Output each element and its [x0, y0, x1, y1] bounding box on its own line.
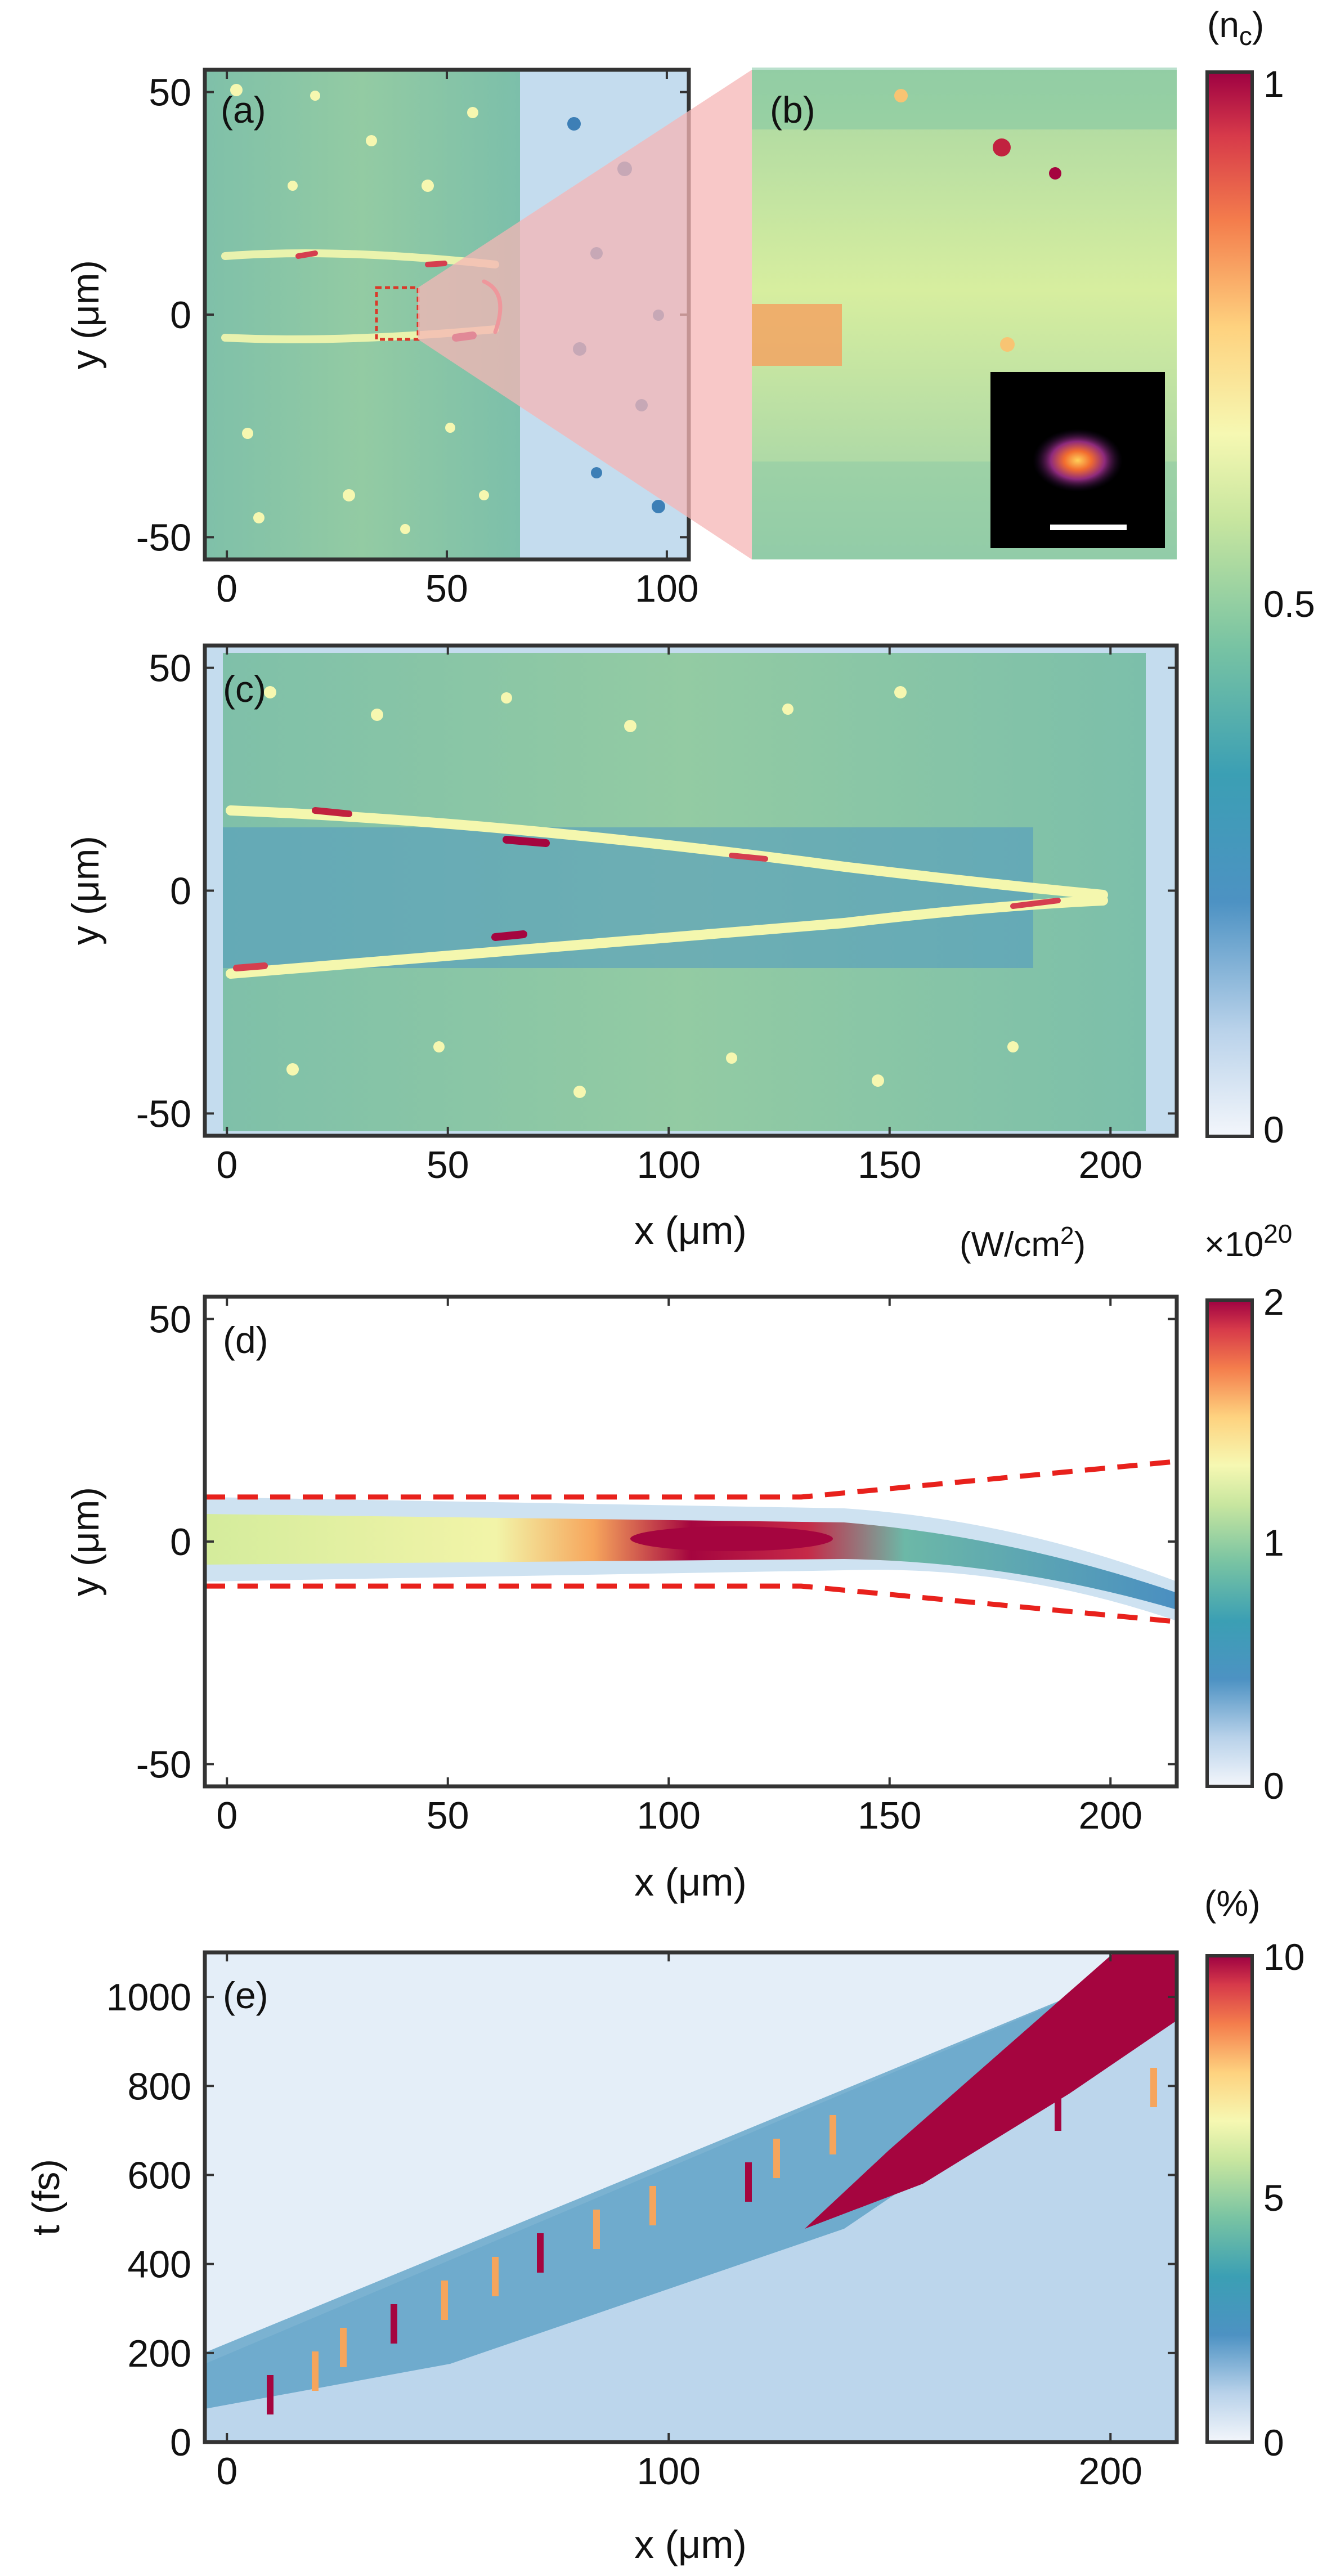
colorbar-intensity-label: (W/cm2) [960, 1222, 1086, 1264]
colorbar-percent-tick-mid: 5 [1263, 2177, 1284, 2219]
colorbar-intensity: (W/cm2) ×1020 2 1 0 [960, 1219, 1292, 1807]
panel-e-streak [1150, 2068, 1157, 2107]
panel-e-xtick-label: 0 [216, 2450, 237, 2493]
panel-e-streak [649, 2186, 656, 2225]
panel-c-xtick-label: 0 [216, 1144, 237, 1186]
colorbar-percent-tick-max: 10 [1263, 1936, 1304, 1978]
panel-c-xtick-label: 150 [858, 1144, 921, 1186]
panel-c-spots [264, 686, 1019, 1098]
colorbar-intensity-tick-max: 2 [1263, 1281, 1284, 1323]
panel-a-ytick-label: 0 [170, 294, 191, 337]
panel-e-streaks [267, 2068, 1157, 2414]
panel-e-ylabel: t (fs) [25, 2159, 68, 2235]
zoom-connector [418, 70, 752, 559]
panel-a-xtick-label: 0 [216, 567, 237, 610]
panel-e-streak [830, 2115, 836, 2154]
panel-e-streak [340, 2328, 347, 2367]
colorbar-density-bar [1205, 70, 1254, 1138]
colorbar-intensity-tick-min: 0 [1263, 1765, 1284, 1807]
panel-d-ylabel: y (μm) [64, 1487, 107, 1596]
colorbar-percent-bar [1205, 1954, 1254, 2444]
panel-d-ytick-label: 0 [170, 1521, 191, 1563]
panel-e-streak [745, 2162, 752, 2202]
panel-d-axes: 0 50 100 150 200 50 0 -50 [136, 1297, 1177, 1837]
colorbar-percent-label: (%) [1204, 1883, 1261, 1924]
scale-bar [1050, 525, 1127, 530]
panel-a-axes: 0 50 100 50 0 -50 [136, 70, 699, 610]
panel-e: (e) 0 100 200 1000 800 600 400 200 0 t (fs) x (μ… [25, 1950, 1179, 2566]
panel-a-tag: (a) [221, 89, 266, 131]
dashed-boundary-lower [205, 1583, 1177, 1624]
panel-d-dashed-boundaries [205, 1459, 1177, 1624]
panel-e-streak [267, 2375, 274, 2414]
panel-d-image [205, 1297, 1177, 1786]
panel-c-xtick-label: 200 [1079, 1144, 1142, 1186]
panel-d: (d) 0 50 100 150 200 50 0 -50 y (μm) x (μm) [64, 1294, 1179, 1904]
colorbar-intensity-bar [1205, 1298, 1254, 1788]
panel-a-ytick-label: 50 [149, 71, 191, 114]
panel-c-filaments [226, 805, 1108, 979]
panel-c-ytick-label: 50 [149, 647, 191, 690]
panel-d-xtick-label: 200 [1079, 1794, 1142, 1837]
panel-c-axes: 0 50 100 150 200 50 0 -50 [136, 646, 1177, 1186]
panel-a-ytick-label: -50 [136, 516, 191, 559]
panel-e-streak [773, 2139, 780, 2178]
panel-c-xtick-label: 50 [427, 1144, 469, 1186]
colorbar-percent-tick-min: 0 [1263, 2422, 1284, 2463]
panel-a-xtick-label: 100 [635, 567, 698, 610]
colorbar-density-label: (nc) [1207, 5, 1264, 51]
panel-d-ytick-label: -50 [136, 1743, 191, 1786]
panel-e-ytick-label: 1000 [106, 1976, 191, 2019]
panel-e-axes: 0 100 200 1000 800 600 400 200 0 [106, 1952, 1177, 2493]
panel-e-ytick-label: 600 [128, 2154, 191, 2197]
panel-d-xtick-label: 0 [216, 1794, 237, 1837]
colorbar-intensity-tick-mid: 1 [1263, 1522, 1284, 1563]
panel-d-xlabel: x (μm) [634, 1860, 747, 1904]
panel-e-ytick-label: 0 [170, 2421, 191, 2464]
colorbar-density-tick-mid: 0.5 [1263, 583, 1315, 625]
panel-e-streak [312, 2351, 319, 2391]
panel-b-tag: (b) [770, 89, 815, 131]
panel-e-frame [203, 1950, 1179, 2444]
colorbar-density-tick-min: 0 [1263, 1109, 1284, 1150]
focal-spot-inset [990, 372, 1165, 548]
colorbar-intensity-multiplier: ×1020 [1204, 1219, 1292, 1264]
panel-e-xlabel: x (μm) [634, 2523, 747, 2566]
panel-d-xtick-label: 50 [427, 1794, 469, 1837]
panel-e-streak [1055, 2091, 1061, 2131]
panel-c: (c) 0 50 100 150 200 50 0 -50 y (μm) x (μm) [64, 643, 1179, 1252]
panel-d-xtick-label: 150 [858, 1794, 921, 1837]
dashed-boundary-upper [205, 1459, 1177, 1500]
colorbar-density-tick-max: 1 [1263, 63, 1284, 105]
panel-e-tag: (e) [223, 1974, 268, 2016]
panel-d-ytick-label: 50 [149, 1298, 191, 1341]
panel-c-xlabel: x (μm) [634, 1208, 747, 1252]
panel-e-xtick-label: 100 [637, 2450, 701, 2493]
panel-c-ytick-label: 0 [170, 870, 191, 913]
panel-d-xtick-label: 100 [637, 1794, 701, 1837]
panel-a-ylabel: y (μm) [64, 260, 107, 369]
panel-e-xtick-label: 200 [1079, 2450, 1142, 2493]
panel-e-image [205, 1952, 1177, 2442]
panel-c-ylabel: y (μm) [64, 836, 107, 945]
panel-e-streak [441, 2281, 448, 2320]
panel-e-streak [593, 2210, 600, 2249]
panel-e-streak [492, 2257, 499, 2296]
panel-e-streak [391, 2304, 397, 2344]
panel-c-image [205, 646, 1177, 1136]
panel-e-streak [537, 2233, 544, 2273]
colorbar-density: (nc) 1 0.5 0 [1205, 5, 1315, 1150]
panel-a-xtick-label: 50 [425, 567, 468, 610]
panel-e-ytick-label: 400 [128, 2243, 191, 2286]
panel-e-ytick-label: 200 [128, 2332, 191, 2375]
panel-b: (b) [752, 68, 1177, 559]
panel-c-tag: (c) [223, 668, 266, 710]
panel-e-ytick-label: 800 [128, 2065, 191, 2108]
panel-a-spots [230, 84, 489, 534]
panel-c-xtick-label: 100 [637, 1144, 701, 1186]
panel-c-ytick-label: -50 [136, 1092, 191, 1135]
panel-d-tag: (d) [223, 1319, 268, 1361]
colorbar-percent: (%) 10 5 0 [1204, 1883, 1304, 2463]
